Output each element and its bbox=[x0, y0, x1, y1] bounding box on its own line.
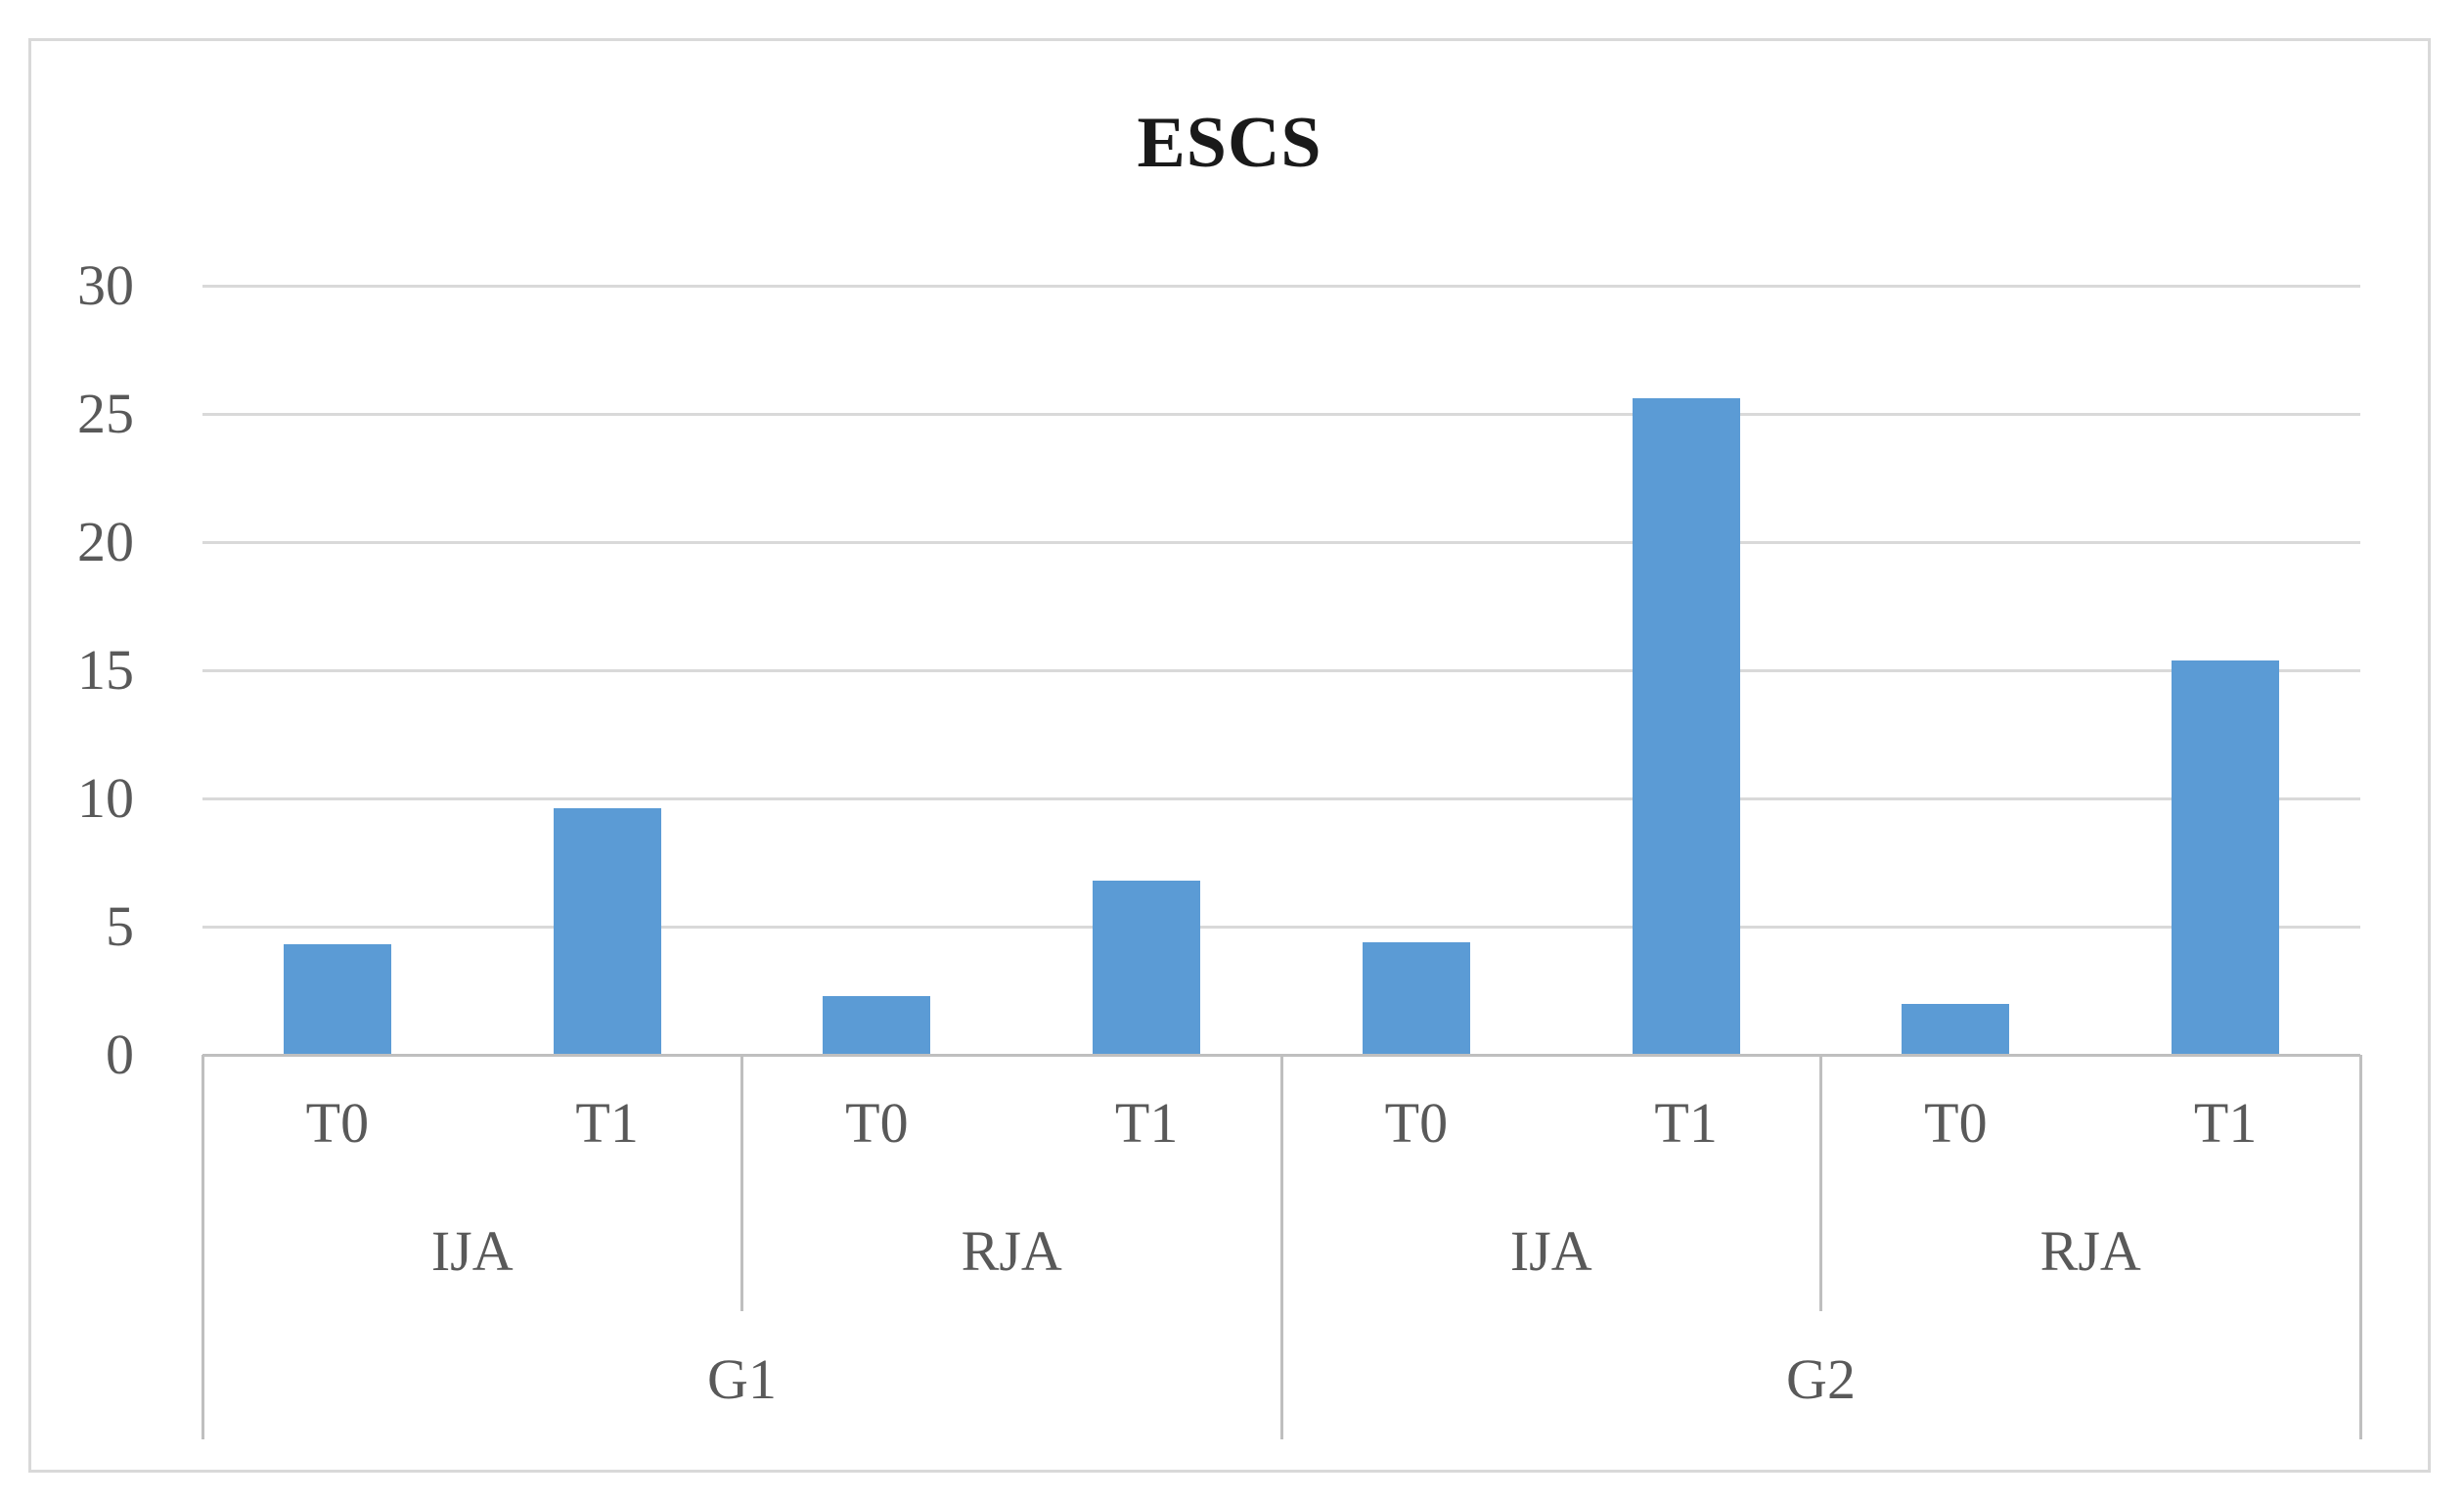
x-axis-label-group: G2 bbox=[1786, 1346, 1856, 1411]
gridline-y15 bbox=[202, 668, 2360, 672]
x-axis-label-condition: IJA bbox=[1509, 1218, 1592, 1283]
x-axis-label-time: T1 bbox=[575, 1090, 639, 1155]
chart-figure: ESCS 0 5 10 15 20 25 30 T0 T1 T0 T1 T0 T1 T0 T1 IJA RJA I… bbox=[28, 38, 2431, 1473]
bar-g1-rja-t0 bbox=[823, 995, 931, 1055]
bar-g1-ija-t0 bbox=[283, 944, 391, 1055]
bar-g1-rja-t1 bbox=[1093, 880, 1201, 1055]
y-axis-tick-label: 10 bbox=[77, 766, 134, 830]
axis-table-g1-g2-separator bbox=[1279, 1055, 1283, 1439]
axis-table-right-border bbox=[2358, 1055, 2362, 1439]
y-axis-tick-label: 25 bbox=[77, 382, 134, 445]
gridline-y25 bbox=[202, 412, 2360, 416]
y-axis-tick-label: 30 bbox=[77, 253, 134, 317]
bar-g2-ija-t0 bbox=[1362, 941, 1470, 1055]
x-axis-label-time: T0 bbox=[305, 1090, 370, 1155]
gridline-y10 bbox=[202, 796, 2360, 800]
axis-table-left-border bbox=[201, 1055, 204, 1439]
chart-title: ESCS bbox=[1137, 103, 1322, 183]
bar-g2-ija-t1 bbox=[1632, 398, 1740, 1055]
x-axis-label-condition: RJA bbox=[2039, 1218, 2141, 1283]
axis-table-ija-rja-separator-g1 bbox=[740, 1055, 743, 1311]
bar-g2-rja-t0 bbox=[1902, 1003, 2010, 1055]
y-axis-tick-label: 20 bbox=[77, 510, 134, 573]
bar-g2-rja-t1 bbox=[2172, 660, 2280, 1055]
y-axis-tick-label: 5 bbox=[106, 894, 134, 958]
x-axis-label-time: T1 bbox=[1114, 1090, 1179, 1155]
x-axis-label-time: T0 bbox=[1384, 1090, 1449, 1155]
x-axis-label-time: T0 bbox=[845, 1090, 909, 1155]
x-axis-label-group: G1 bbox=[707, 1346, 777, 1411]
gridline-y5 bbox=[202, 925, 2360, 929]
gridline-y30 bbox=[202, 284, 2360, 288]
gridline-y20 bbox=[202, 540, 2360, 544]
y-axis-tick-label: 15 bbox=[77, 638, 134, 702]
bar-g1-ija-t1 bbox=[553, 808, 661, 1055]
x-axis-label-time: T0 bbox=[1924, 1090, 1988, 1155]
x-axis-label-time: T1 bbox=[2193, 1090, 2258, 1155]
x-axis-label-condition: IJA bbox=[430, 1218, 514, 1283]
x-axis-label-time: T1 bbox=[1654, 1090, 1718, 1155]
axis-table-ija-rja-separator-g2 bbox=[1819, 1055, 1822, 1311]
x-axis-label-condition: RJA bbox=[961, 1218, 1062, 1283]
y-axis-tick-label: 0 bbox=[106, 1023, 134, 1086]
